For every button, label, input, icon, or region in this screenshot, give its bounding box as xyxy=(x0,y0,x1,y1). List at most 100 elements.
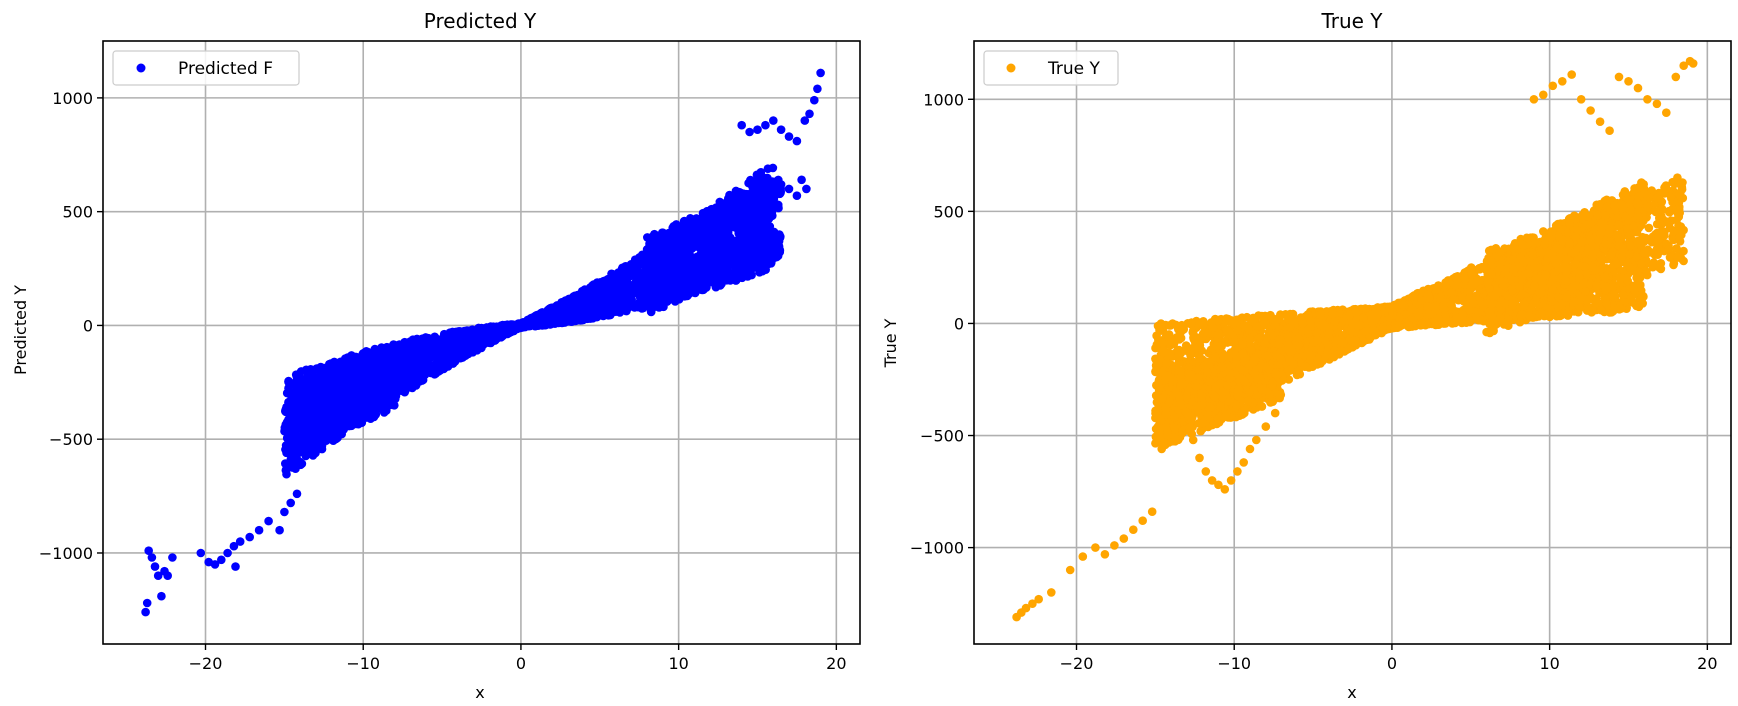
data-point xyxy=(661,273,670,282)
x-tick-label: 0 xyxy=(516,654,526,673)
data-point xyxy=(311,419,321,428)
data-point xyxy=(514,320,523,329)
data-point xyxy=(598,299,607,309)
data-point xyxy=(368,406,378,415)
data-point xyxy=(742,260,751,269)
data-point xyxy=(347,412,357,422)
data-point xyxy=(254,525,264,535)
data-point xyxy=(465,342,475,351)
data-point xyxy=(300,415,310,424)
scatter-points xyxy=(141,68,825,617)
data-point xyxy=(757,183,766,192)
data-point xyxy=(141,607,150,617)
data-point xyxy=(766,250,776,260)
data-point xyxy=(701,260,710,269)
data-point xyxy=(355,375,365,385)
data-point xyxy=(443,330,453,340)
data-point xyxy=(706,267,716,276)
data-point xyxy=(710,231,719,240)
data-point xyxy=(231,562,240,571)
data-point xyxy=(769,193,778,203)
data-point xyxy=(275,525,284,535)
data-point xyxy=(380,403,390,413)
y-axis-label: True Y xyxy=(881,318,900,368)
data-point xyxy=(349,382,359,392)
data-point xyxy=(684,225,693,234)
data-point xyxy=(299,425,308,435)
data-point xyxy=(295,457,305,467)
data-point xyxy=(636,254,645,263)
data-point xyxy=(433,366,443,376)
data-point xyxy=(810,95,819,105)
data-point xyxy=(606,283,616,293)
data-point xyxy=(377,373,387,383)
data-point xyxy=(336,396,346,405)
data-point xyxy=(343,353,352,362)
data-point xyxy=(599,287,608,296)
data-point xyxy=(713,248,723,257)
data-point xyxy=(382,356,391,366)
y-tick-label: 500 xyxy=(62,203,93,222)
data-point xyxy=(196,548,206,558)
data-point xyxy=(623,303,633,313)
data-point xyxy=(560,318,569,327)
data-point xyxy=(616,279,626,288)
data-point xyxy=(731,264,741,273)
chart-title: Predicted Y xyxy=(424,9,537,33)
x-tick-label: −20 xyxy=(189,654,223,673)
data-point xyxy=(658,228,668,238)
data-point xyxy=(387,395,396,404)
data-point xyxy=(723,229,733,238)
data-point xyxy=(418,338,428,348)
data-point xyxy=(462,349,471,359)
data-point xyxy=(313,388,323,398)
data-point xyxy=(792,191,802,200)
data-point xyxy=(745,221,754,230)
data-point xyxy=(681,284,691,294)
data-point xyxy=(753,125,762,134)
data-point xyxy=(705,252,715,262)
data-point xyxy=(667,285,677,294)
data-point xyxy=(737,120,746,130)
data-point xyxy=(388,377,398,387)
x-axis-label: x xyxy=(1347,683,1356,702)
data-point xyxy=(406,357,415,367)
data-point xyxy=(496,328,506,338)
data-point xyxy=(286,498,296,508)
data-point xyxy=(441,342,451,352)
data-point xyxy=(768,163,778,173)
plot-predicted-y: Predicted Y x Predicted Y −20 −10 0 10 20−10… xyxy=(11,9,861,702)
data-point xyxy=(293,439,303,448)
data-point xyxy=(339,371,348,381)
data-point xyxy=(235,537,245,546)
data-point xyxy=(147,553,157,562)
data-point xyxy=(435,349,445,359)
data-point xyxy=(324,412,333,421)
y-tick-label: −500 xyxy=(49,430,93,449)
data-point xyxy=(290,413,300,422)
y-tick-label: 1000 xyxy=(52,89,93,108)
data-point xyxy=(383,385,392,395)
data-point xyxy=(721,243,731,253)
data-point xyxy=(630,286,639,295)
x-axis-label: x xyxy=(475,683,484,702)
data-point xyxy=(699,278,708,287)
y-tick-label: 0 xyxy=(83,316,93,335)
data-point xyxy=(728,199,738,208)
data-point xyxy=(595,278,605,288)
data-point xyxy=(315,399,324,408)
x-tick-label: 10 xyxy=(668,654,688,673)
data-point xyxy=(416,359,426,369)
data-point xyxy=(775,245,785,255)
data-point xyxy=(805,109,814,119)
data-point xyxy=(290,400,300,410)
data-point xyxy=(669,221,679,231)
data-point xyxy=(749,187,759,196)
x-tick-label: −10 xyxy=(346,654,380,673)
data-point xyxy=(322,375,331,384)
data-point xyxy=(319,363,329,373)
data-point xyxy=(659,302,668,312)
data-point xyxy=(330,379,340,389)
data-point xyxy=(435,335,445,345)
data-point xyxy=(362,389,371,399)
